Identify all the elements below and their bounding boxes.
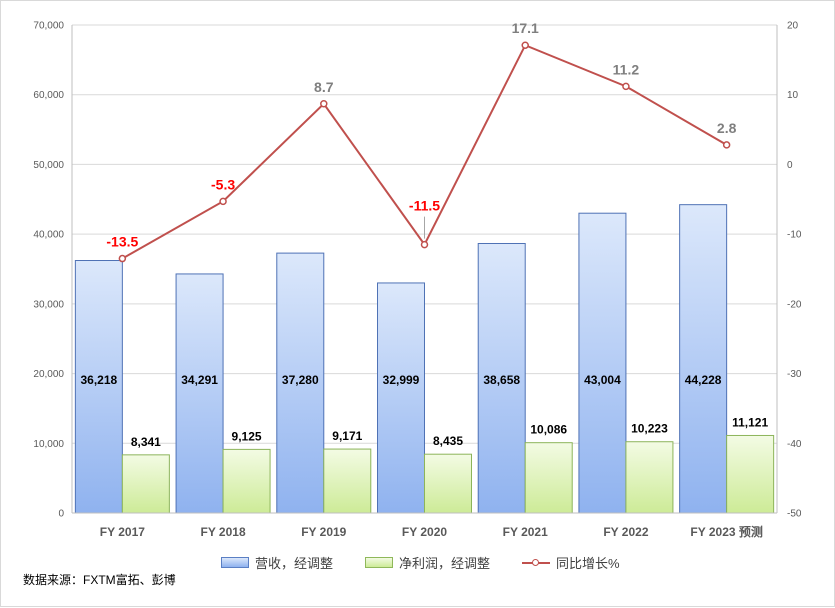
legend-label-net-profit: 净利润，经调整 (399, 556, 491, 571)
x-category-label: FY 2021 (503, 525, 548, 539)
bar-net-profit (726, 434, 775, 514)
y-left-tick-label: 20,000 (33, 369, 64, 380)
y-right-tick-label: -20 (787, 299, 802, 310)
bar-label-revenue: 34,291 (181, 373, 218, 387)
bar-revenue (477, 242, 526, 514)
y-right-tick-label: 0 (787, 160, 793, 171)
point-yoy-growth (219, 197, 227, 206)
source-note: 数据来源：FXTM富拓、彭博 (23, 573, 176, 587)
y-right-tick-label: -10 (787, 230, 802, 241)
bar-revenue (578, 212, 627, 514)
y-right-tick-label: 20 (787, 21, 799, 32)
bar-label-net-profit: 11,121 (732, 415, 768, 429)
legend-swatch-net-profit (365, 557, 394, 568)
x-category-label: FY 2017 (100, 525, 145, 539)
point-label-yoy-growth: 2.8 (717, 120, 737, 136)
bar-revenue (377, 282, 425, 514)
bar-label-revenue: 38,658 (483, 373, 520, 387)
y-right-tick-label: -50 (787, 509, 802, 520)
y-left-tick-label: 10,000 (33, 439, 64, 450)
bar-label-net-profit: 8,341 (131, 435, 161, 449)
y-left-tick-label: 0 (58, 509, 64, 520)
point-yoy-growth (622, 82, 630, 91)
y-right-tick-label: 10 (787, 90, 799, 101)
bar-label-net-profit: 10,086 (530, 423, 567, 437)
bar-label-net-profit: 10,223 (631, 422, 668, 436)
x-category-label: FY 2022 (603, 525, 648, 539)
bar-revenue (74, 260, 123, 514)
bar-net-profit (424, 453, 472, 514)
bar-label-revenue: 44,228 (685, 373, 722, 387)
x-category-label: FY 2020 (402, 525, 447, 539)
legend-swatch-yoy-growth (522, 557, 551, 568)
bar-net-profit (524, 442, 573, 514)
point-yoy-growth (420, 240, 429, 249)
y-right-tick-label: -30 (787, 369, 802, 380)
y-left-tick-label: 70,000 (33, 21, 64, 32)
point-yoy-growth (320, 100, 328, 108)
bar-label-net-profit: 8,435 (433, 434, 463, 448)
point-label-yoy-growth: -11.5 (409, 198, 440, 214)
bar-revenue (175, 273, 224, 514)
point-yoy-growth (722, 141, 731, 149)
legend-item-revenue: 营收，经调整 (221, 553, 333, 572)
bar-revenue (679, 204, 728, 514)
legend-label-yoy-growth: 同比增长% (556, 556, 620, 571)
bar-net-profit (222, 448, 271, 514)
y-right-tick-label: -40 (787, 439, 802, 450)
x-category-label: FY 2019 (301, 525, 346, 539)
bar-net-profit (625, 441, 674, 514)
legend-swatch-revenue (221, 557, 249, 568)
bar-label-revenue: 36,218 (81, 373, 118, 387)
bar-label-revenue: 32,999 (383, 373, 420, 387)
bar-label-revenue: 37,280 (282, 373, 319, 387)
point-label-yoy-growth: 11.2 (613, 61, 640, 77)
legend: 营收，经调整 净利润，经调整 同比增长% (221, 553, 620, 572)
bar-label-net-profit: 9,125 (232, 429, 262, 443)
point-label-yoy-growth: -13.5 (106, 234, 138, 250)
x-category-label: FY 2018 (200, 525, 245, 539)
bar-net-profit (323, 448, 372, 514)
y-left-tick-label: 50,000 (33, 160, 64, 171)
bar-label-net-profit: 9,171 (332, 429, 362, 443)
bar-revenue (276, 252, 325, 514)
legend-item-net-profit: 净利润，经调整 (365, 553, 490, 572)
y-left-tick-label: 30,000 (33, 299, 64, 310)
point-label-yoy-growth: -5.3 (211, 176, 235, 192)
point-yoy-growth (118, 254, 127, 263)
bar-label-revenue: 43,004 (584, 373, 621, 387)
point-yoy-growth (521, 41, 529, 49)
bar-net-profit (121, 454, 170, 514)
legend-label-revenue: 营收，经调整 (255, 556, 334, 571)
point-label-yoy-growth: 8.7 (314, 79, 334, 95)
y-left-tick-label: 60,000 (33, 90, 64, 101)
point-label-yoy-growth: 17.1 (512, 20, 539, 36)
legend-item-yoy-growth: 同比增长% (522, 553, 620, 572)
x-category-label: FY 2023 预测 (690, 524, 762, 539)
y-left-tick-label: 40,000 (33, 230, 64, 241)
